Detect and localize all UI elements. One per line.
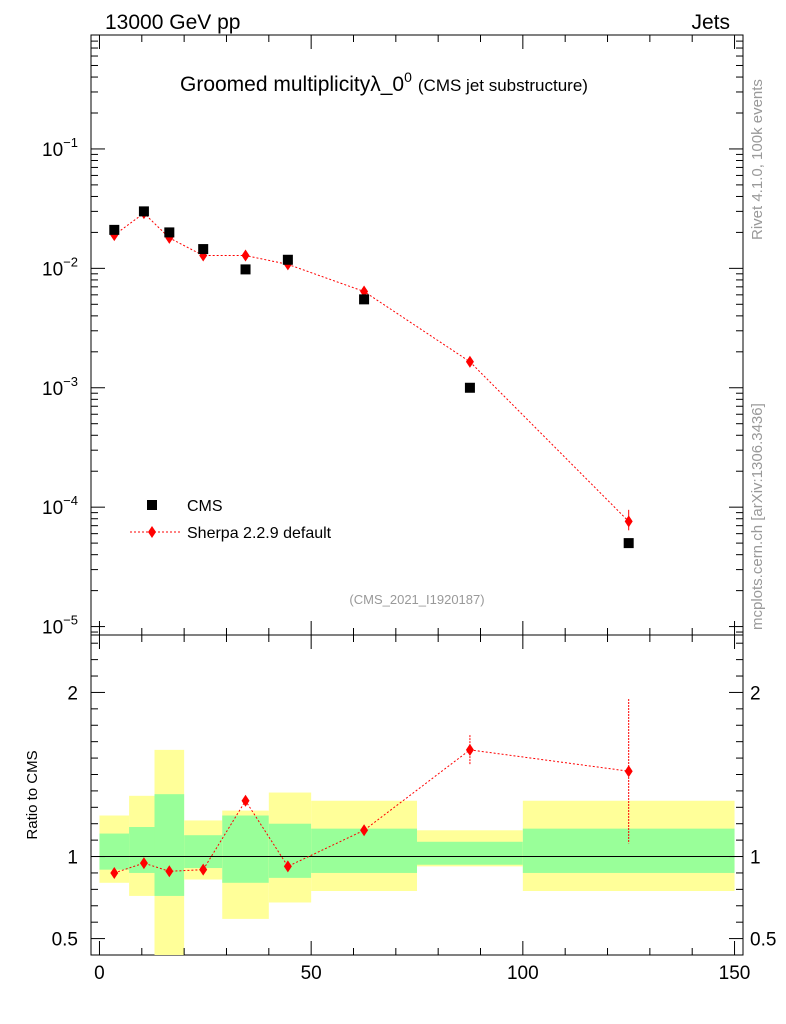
ratio-mc-point	[241, 794, 250, 807]
mc-point	[241, 249, 250, 262]
main-y-tick-label: 10−1	[42, 135, 78, 161]
rivet-label: Rivet 4.1.0, 100k events	[749, 79, 766, 240]
data-point	[282, 254, 293, 265]
ratio-plot-frame	[90, 634, 744, 956]
ratio-band-inner	[154, 794, 185, 896]
ratio-mc-point	[465, 743, 474, 756]
ratio-mc-point	[139, 857, 148, 870]
ratio-y-tick-label: 1	[67, 848, 78, 869]
legend-mc-label: Sherpa 2.2.9 default	[187, 525, 332, 542]
mc-point	[624, 515, 633, 528]
x-tick-label: 150	[719, 963, 751, 984]
legend-data-marker	[147, 500, 157, 510]
ratio-mc-series	[110, 699, 633, 879]
data-point	[138, 206, 149, 217]
main-y-ticks: 10−1 10−2 10−3 10−4 10−5	[42, 34, 743, 639]
main-y-tick-label: 10−3	[42, 374, 78, 400]
data-point	[464, 382, 475, 393]
analysis-id: (CMS_2021_I1920187)	[349, 592, 484, 607]
ratio-band-inner	[222, 815, 269, 883]
data-point	[240, 264, 251, 275]
main-y-tick-label: 10−2	[42, 254, 78, 280]
ratio-band-inner	[184, 835, 223, 869]
mcplots-label: mcplots.cern.ch [arXiv:1306.3436]	[749, 403, 766, 630]
legend: CMS Sherpa 2.2.9 default	[130, 498, 332, 542]
legend-data-label: CMS	[187, 498, 223, 515]
mc-series	[110, 207, 633, 531]
plot-title: Groomed multiplicityλ_00 (CMS jet substru…	[180, 69, 588, 96]
plot-title-subtitle: (CMS jet substructure)	[418, 76, 588, 95]
legend-mc-marker	[148, 526, 156, 538]
ratio-mc-point	[360, 824, 369, 837]
ratio-y-tick-label-right: 2	[750, 683, 761, 704]
ratio-band-inner	[129, 827, 155, 873]
data-point	[198, 244, 209, 255]
data-point	[164, 227, 175, 238]
ratio-mc-point	[199, 863, 208, 876]
ratio-mc-point	[624, 765, 633, 778]
x-ticks: 0 50 100 150	[94, 35, 750, 984]
data-point	[623, 538, 634, 549]
energy-label: 13000 GeV pp	[105, 11, 240, 34]
mc-point	[465, 355, 474, 368]
ratio-ylabel: Ratio to CMS	[24, 750, 41, 839]
main-y-tick-label: 10−5	[42, 613, 78, 639]
main-plot-frame	[90, 34, 744, 636]
ratio-y-tick-label: 0.5	[52, 930, 78, 951]
x-tick-label: 100	[507, 963, 539, 984]
data-point	[359, 294, 370, 305]
ratio-band-inner	[268, 823, 312, 878]
mc-line	[113, 212, 630, 522]
ratio-band-inner	[417, 841, 523, 865]
x-tick-label: 0	[94, 963, 105, 984]
plot-title-main: Groomed multiplicity	[180, 73, 371, 96]
ratio-y-tick-label-right: 0.5	[750, 930, 776, 951]
x-tick-label: 50	[301, 963, 322, 984]
main-y-tick-label: 10−4	[42, 493, 78, 519]
ratio-mc-point	[283, 860, 292, 873]
ratio-y-tick-label-right: 1	[750, 848, 761, 869]
ratio-uncertainty-bands	[99, 749, 735, 955]
plot-title-superscript: 0	[404, 69, 412, 85]
ratio-mc-point	[165, 865, 174, 878]
ratio-band-inner	[99, 833, 130, 870]
ratio-band-inner	[522, 828, 735, 873]
data-series	[109, 206, 634, 549]
plot-title-symbol: λ_0	[370, 73, 404, 96]
ratio-y-tick-label: 2	[67, 683, 78, 704]
group-label: Jets	[691, 11, 730, 34]
data-point	[109, 224, 120, 235]
ratio-mc-point	[110, 866, 119, 879]
